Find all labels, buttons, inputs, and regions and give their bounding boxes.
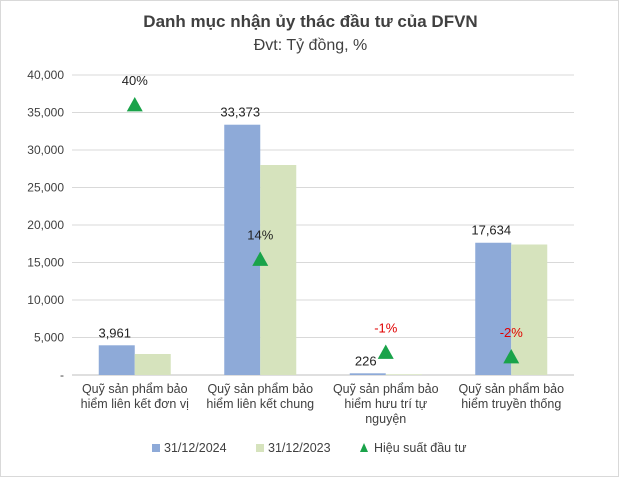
x-category-label: Quỹ sản phẩm bảo [333, 382, 439, 396]
performance-marker [377, 344, 394, 359]
x-category-label: hiểm truyền thống [461, 397, 561, 411]
y-tick-label: 20,000 [27, 218, 64, 232]
x-category-label: hiểm liên kết đơn vị [81, 397, 189, 411]
chart-subtitle: Đvt: Tỷ đồng, % [253, 37, 368, 54]
performance-label: -1% [374, 321, 398, 336]
x-category-label: Quỹ sản phẩm bảo [207, 382, 313, 396]
performance-marker [503, 349, 520, 364]
legend-label: 31/12/2024 [164, 441, 227, 455]
legend-swatch [152, 444, 160, 452]
bar-2024 [349, 373, 386, 375]
y-tick-label: 25,000 [27, 181, 64, 195]
legend-swatch [256, 444, 264, 452]
bar-2023 [385, 374, 422, 375]
y-tick-label: 10,000 [27, 293, 64, 307]
bar-2024 [224, 124, 261, 375]
legend-label: 31/12/2023 [268, 441, 331, 455]
bar-data-label: 226 [355, 353, 377, 368]
bar-2024 [475, 242, 512, 375]
y-tick-label: 5,000 [34, 331, 64, 345]
x-category-label: nguyện [365, 412, 406, 426]
y-tick-label: 15,000 [27, 256, 64, 270]
legend-marker [360, 443, 368, 452]
x-category-label: hiểm liên kết chung [206, 397, 314, 411]
y-tick-label: 30,000 [27, 143, 64, 157]
bars: 3,961 33,373 226 17,634 [98, 105, 548, 375]
performance-markers: 40% 14% -1% -2% [122, 73, 524, 364]
x-category-label: hiểm hưu trí tự [344, 397, 427, 411]
legend: 31/12/2024 31/12/2023 Hiệu suất đầu tư [152, 441, 466, 455]
y-tick-label: - [60, 368, 64, 382]
x-category-label: Quỹ sản phẩm bảo [458, 382, 564, 396]
bar-2024 [98, 345, 135, 375]
performance-label: 14% [247, 228, 273, 243]
chart-title: Danh mục nhận ủy thác đầu tư của DFVN [143, 12, 478, 31]
performance-marker [126, 97, 143, 112]
bar-data-label: 17,634 [471, 223, 511, 238]
bar-2023 [134, 354, 171, 375]
legend-label: Hiệu suất đầu tư [374, 441, 466, 455]
y-tick-label: 40,000 [27, 68, 64, 82]
performance-label: 40% [122, 73, 148, 88]
bar-2023 [511, 244, 548, 375]
y-tick-label: 35,000 [27, 106, 64, 120]
performance-label: -2% [500, 325, 524, 340]
y-axis: - 5,000 10,000 15,000 20,000 25,000 30,000 35,0… [27, 68, 64, 382]
performance-marker [252, 251, 269, 266]
bar-2023 [260, 165, 297, 375]
bar-data-label: 3,961 [98, 325, 131, 340]
bar-data-label: 33,373 [220, 105, 260, 120]
x-category-label: Quỹ sản phẩm bảo [82, 382, 188, 396]
